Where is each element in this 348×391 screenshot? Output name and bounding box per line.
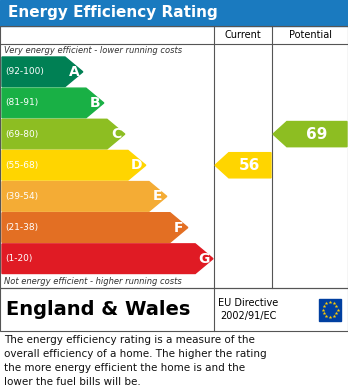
Polygon shape	[2, 119, 125, 149]
Text: (55-68): (55-68)	[5, 161, 38, 170]
Text: B: B	[89, 96, 100, 110]
Text: Potential: Potential	[288, 30, 332, 40]
Text: D: D	[131, 158, 143, 172]
Text: Very energy efficient - lower running costs: Very energy efficient - lower running co…	[4, 46, 182, 55]
Bar	[319, 298, 341, 321]
Text: England & Wales: England & Wales	[6, 300, 190, 319]
Polygon shape	[2, 88, 104, 118]
Text: 69: 69	[306, 127, 327, 142]
Text: (1-20): (1-20)	[5, 254, 32, 263]
Text: Current: Current	[224, 30, 261, 40]
Text: G: G	[198, 252, 210, 265]
Text: (81-91): (81-91)	[5, 99, 38, 108]
Polygon shape	[2, 57, 83, 87]
Bar	[0, 0, 348, 26]
Text: Not energy efficient - higher running costs: Not energy efficient - higher running co…	[4, 277, 182, 286]
Text: Energy Efficiency Rating: Energy Efficiency Rating	[8, 5, 218, 20]
Bar	[0, 26, 348, 288]
Polygon shape	[2, 213, 188, 242]
Text: EU Directive
2002/91/EC: EU Directive 2002/91/EC	[218, 298, 278, 321]
Polygon shape	[273, 122, 347, 147]
Text: (39-54): (39-54)	[5, 192, 38, 201]
Text: E: E	[153, 189, 163, 203]
Polygon shape	[2, 151, 146, 180]
Text: The energy efficiency rating is a measure of the
overall efficiency of a home. T: The energy efficiency rating is a measur…	[4, 335, 267, 387]
Text: F: F	[174, 221, 184, 235]
Polygon shape	[215, 152, 271, 178]
Bar	[0, 288, 348, 331]
Polygon shape	[2, 181, 167, 211]
Text: (92-100): (92-100)	[5, 67, 44, 76]
Polygon shape	[2, 244, 213, 273]
Text: 56: 56	[239, 158, 261, 173]
Text: (21-38): (21-38)	[5, 223, 38, 232]
Text: (69-80): (69-80)	[5, 129, 38, 138]
Text: C: C	[111, 127, 121, 141]
Text: A: A	[69, 65, 79, 79]
